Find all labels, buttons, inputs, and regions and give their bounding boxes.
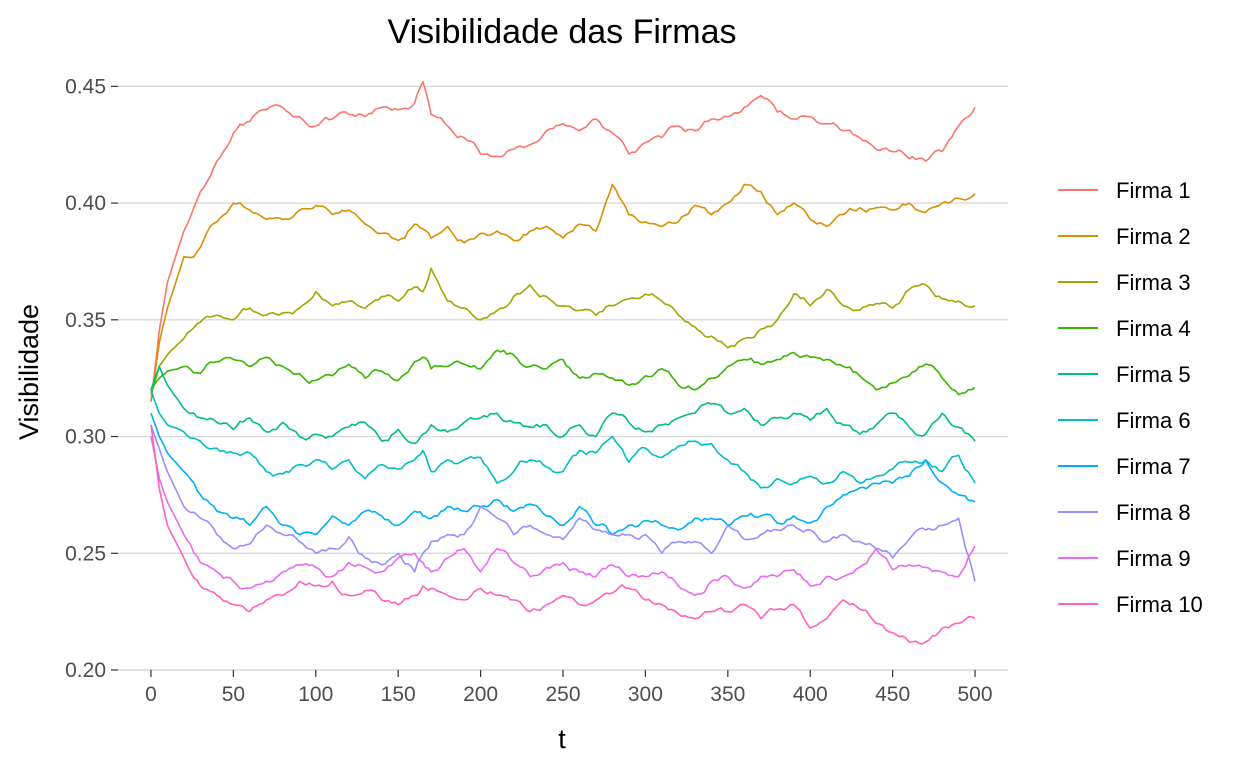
y-tick-label: 0.40 [65,192,106,215]
x-tick-label: 50 [222,683,245,706]
series-line [150,267,976,395]
y-tick-label: 0.20 [65,659,106,682]
x-tick-label: 100 [298,683,333,706]
x-tick-label: 350 [710,683,745,706]
axes: 0.20 0.25 0.30 0.35 0.40 0.45 0 50 100 150 200 250 3… [65,75,992,706]
x-tick-label: 200 [463,683,498,706]
legend-label: Firma 2 [1116,224,1191,249]
y-tick-label: 0.25 [65,542,106,565]
series-line [150,424,976,582]
series-line [150,183,976,402]
legend-label: Firma 8 [1116,500,1191,525]
series-line [150,436,976,597]
legend-label: Firma 6 [1116,408,1191,433]
series-line [150,412,976,536]
y-axis-title: Visibilidade [14,304,44,440]
x-tick-label: 500 [958,683,993,706]
x-tick-label: 250 [545,683,580,706]
y-tick-label: 0.45 [65,75,106,98]
series-line [150,349,976,396]
series-line [150,365,976,445]
legend-label: Firma 1 [1116,178,1191,203]
y-tick-label: 0.35 [65,309,106,332]
series-lines [150,80,976,645]
x-tick-label: 450 [875,683,910,706]
legend-label: Firma 4 [1116,316,1191,341]
x-tick-label: 150 [381,683,416,706]
grid [118,85,1008,671]
series-line [150,389,976,489]
x-tick-label: 400 [793,683,828,706]
legend-label: Firma 10 [1116,592,1203,617]
legend-label: Firma 7 [1116,454,1191,479]
series-line [150,424,976,645]
legend-label: Firma 5 [1116,362,1191,387]
y-tick-label: 0.30 [65,426,106,449]
legend-label: Firma 9 [1116,546,1191,571]
legend-label: Firma 3 [1116,270,1191,295]
x-tick-label: 300 [628,683,663,706]
chart-title: Visibilidade das Firmas [388,13,737,51]
series-line [150,80,976,402]
x-tick-label: 0 [145,683,157,706]
x-axis-title: t [558,724,566,754]
legend: Firma 1 Firma 2 Firma 3 Firma 4 Firma 5 Firma… [1058,178,1203,617]
